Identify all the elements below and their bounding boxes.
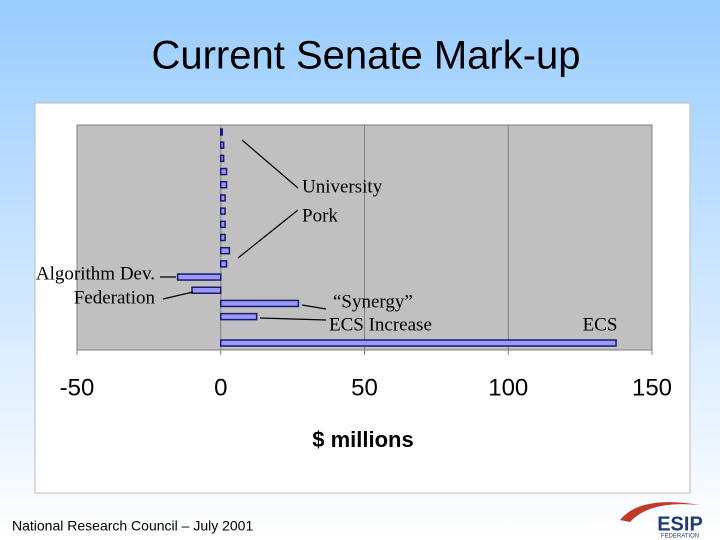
arrow [241,139,299,189]
bar [220,181,228,189]
bar [220,246,231,255]
bar [220,141,225,149]
slide-title: Current Senate Mark-up [151,34,580,78]
arrows [160,139,327,321]
bar [220,220,226,229]
x-axis-label: $ millions [312,427,413,452]
bar [220,299,300,308]
bar [220,128,223,136]
x-tick-label: 150 [632,374,672,401]
bar [220,260,228,268]
bar [176,273,222,281]
logo-swoosh [620,502,700,522]
arrow [237,209,299,259]
logo-text: ESIP [657,513,703,535]
annotation: Federation [74,287,156,308]
bar [220,339,617,347]
logo: ESIP FEDERATION [620,502,703,540]
bar [191,286,222,294]
arrow [259,317,327,321]
x-tick-label: 0 [214,374,227,401]
x-tick-label: 50 [351,374,378,401]
x-tick-label: -50 [60,374,95,401]
annotation: “Synergy” [333,291,413,312]
bar [220,194,226,202]
bar [220,207,226,215]
annotation: ECS Increase [329,314,432,335]
bar [220,154,225,163]
arrow [162,291,194,300]
bar [220,233,226,242]
annotation: ECS [583,314,618,335]
annotation: Algorithm Dev. [36,263,155,284]
bar [220,167,228,176]
plot: -50 0 50 100 150 $ millions [60,124,672,452]
footer: National Research Council – July 2001 [12,518,253,534]
arrow [301,304,327,310]
bar [220,312,258,321]
logo-subtitle: FEDERATION [661,534,699,540]
annotation: Pork [302,205,338,226]
annotation: University [302,176,383,197]
x-tick-label: 100 [488,374,528,401]
